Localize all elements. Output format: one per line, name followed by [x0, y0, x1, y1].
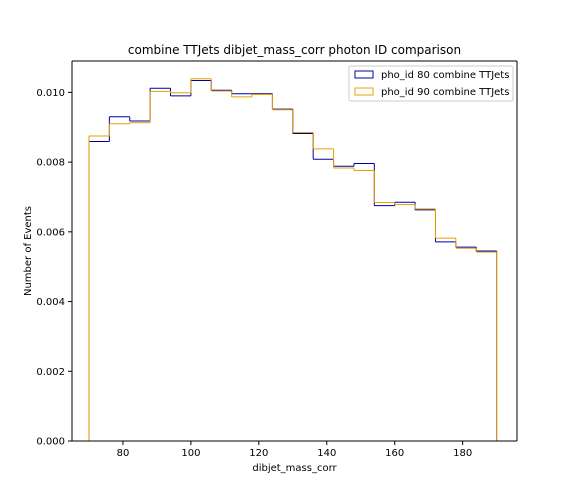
axes-frame — [71, 60, 518, 442]
x-tick-label: 160 — [385, 448, 404, 459]
series-2 — [88, 78, 498, 441]
x-axis-title: dibjet_mass_corr — [252, 463, 337, 474]
y-tick-label: 0.010 — [36, 88, 65, 99]
x-tick-label: 100 — [181, 448, 200, 459]
y-tick-label: 0.004 — [36, 297, 65, 308]
plot-area — [71, 60, 518, 442]
legend-item: pho_id 90 combine TTJets — [354, 87, 509, 98]
legend-label: pho_id 80 combine TTJets — [381, 70, 509, 81]
chart-title: combine TTJets dibjet_mass_corr photon I… — [128, 43, 461, 57]
x-tick-label: 80 — [117, 448, 130, 459]
y-tick-label: 0.000 — [36, 437, 65, 448]
x-tick-label: 180 — [453, 448, 472, 459]
legend-swatch — [354, 70, 374, 79]
legend-item: pho_id 80 combine TTJets — [354, 70, 509, 81]
x-tick-label: 120 — [249, 448, 268, 459]
y-tick-label: 0.002 — [36, 367, 65, 378]
legend-box — [348, 65, 514, 102]
x-axis: 80 100 120 140 160 180 — [117, 441, 472, 459]
legend: pho_id 80 combine TTJets pho_id 90 combin… — [348, 65, 514, 102]
y-axis-title: Number of Events — [23, 206, 34, 296]
y-tick-label: 0.006 — [36, 227, 65, 238]
x-tick-label: 140 — [317, 448, 336, 459]
y-tick-label: 0.008 — [36, 158, 65, 169]
legend-swatch — [354, 87, 374, 96]
legend-label: pho_id 90 combine TTJets — [381, 87, 509, 98]
y-axis: 0.000 0.002 0.004 0.006 0.008 0.010 — [36, 88, 72, 448]
